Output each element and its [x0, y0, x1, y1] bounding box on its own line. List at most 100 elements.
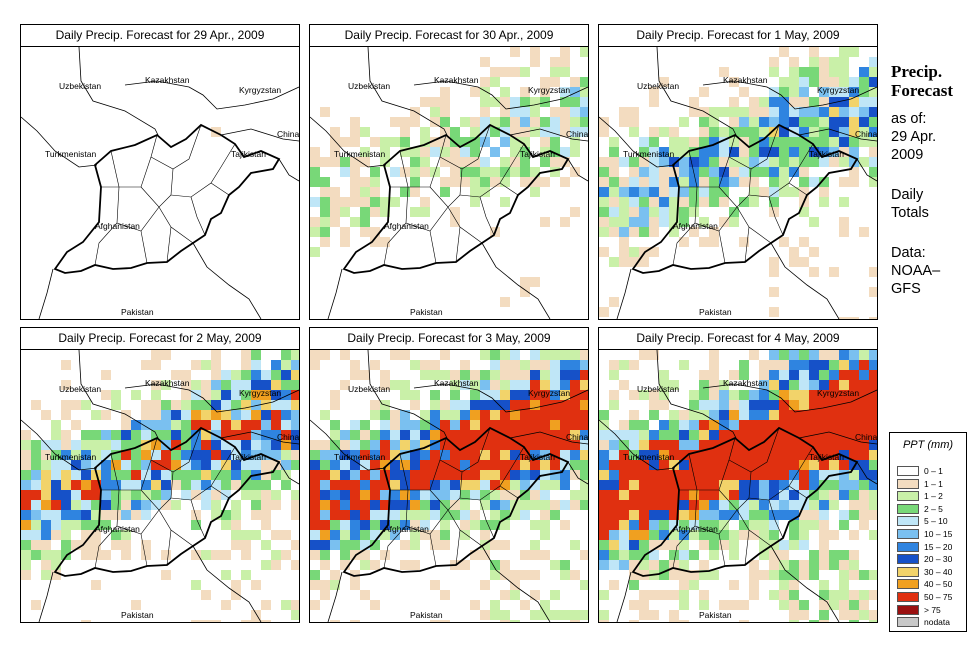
precip-cell	[320, 480, 330, 490]
precip-cell	[360, 440, 370, 450]
precip-cell	[490, 520, 500, 530]
precip-cell	[649, 470, 659, 480]
precip-cell	[609, 540, 619, 550]
precip-cell	[400, 117, 410, 127]
precip-cell	[619, 510, 629, 520]
precip-cell	[739, 127, 749, 137]
precip-cell	[141, 400, 151, 410]
precip-cell	[111, 440, 121, 450]
precip-cell	[869, 590, 877, 600]
precip-cell	[41, 560, 51, 570]
precip-cell	[540, 440, 550, 450]
precip-cell	[869, 430, 877, 440]
precip-cell	[779, 430, 789, 440]
precip-cell	[669, 157, 679, 167]
precip-cell	[340, 207, 350, 217]
precip-cell	[669, 137, 679, 147]
precip-cell	[789, 410, 799, 420]
country-border	[616, 268, 632, 319]
precip-cell	[221, 420, 231, 430]
precip-cell	[450, 370, 460, 380]
precip-cell	[460, 167, 470, 177]
precip-cell	[71, 490, 81, 500]
precip-cell	[719, 600, 729, 610]
precip-cell	[530, 167, 540, 177]
precip-cell	[430, 400, 440, 410]
precip-cell	[350, 620, 360, 622]
precip-cell	[809, 570, 819, 580]
precip-cell	[599, 167, 609, 177]
precip-cell	[390, 350, 400, 360]
precip-cell	[679, 157, 689, 167]
precip-cell	[749, 510, 759, 520]
precip-cell	[271, 440, 281, 450]
precip-cell	[869, 127, 877, 137]
precip-cell	[510, 470, 520, 480]
precip-cell	[669, 560, 679, 570]
precip-cell	[111, 390, 121, 400]
precip-cell	[749, 167, 759, 177]
precip-cell	[310, 360, 320, 370]
precip-cell	[779, 500, 789, 510]
precip-cell	[580, 420, 588, 430]
precip-cell	[779, 187, 789, 197]
precip-cell	[41, 570, 51, 580]
precip-cell	[619, 470, 629, 480]
precip-cell	[839, 107, 849, 117]
precip-cell	[550, 370, 560, 380]
province-boundary	[768, 499, 784, 539]
precip-cell	[480, 167, 490, 177]
precip-cell	[749, 470, 759, 480]
country-label-china: China	[855, 432, 877, 442]
panel-title: Daily Precip. Forecast for 30 Apr., 2009	[310, 25, 588, 47]
precip-cell	[231, 390, 241, 400]
precip-cell	[520, 400, 530, 410]
precip-cell	[181, 420, 191, 430]
precip-cell	[21, 480, 31, 490]
precip-cell	[530, 277, 540, 287]
precip-cell	[450, 510, 460, 520]
precip-cell	[410, 500, 420, 510]
precip-cell	[51, 510, 61, 520]
precip-cell	[291, 600, 299, 610]
precip-cell	[350, 137, 360, 147]
precip-cell	[410, 177, 420, 187]
precip-cell	[360, 420, 370, 430]
precip-cell	[619, 107, 629, 117]
precip-cell	[739, 490, 749, 500]
precip-cell	[380, 147, 390, 157]
precip-cell	[829, 420, 839, 430]
precip-cell	[151, 490, 161, 500]
precip-cell	[769, 430, 779, 440]
precip-cell	[530, 440, 540, 450]
precip-cell	[251, 620, 261, 622]
precip-cell	[599, 460, 609, 470]
precip-cell	[191, 470, 201, 480]
precip-cell	[599, 157, 609, 167]
precip-cell	[560, 217, 570, 227]
precip-cell	[251, 480, 261, 490]
precip-cell	[849, 430, 859, 440]
province-boundary	[158, 194, 194, 244]
precip-cell	[420, 127, 430, 137]
country-label-uzbekistan: Uzbekistan	[348, 81, 390, 91]
precip-cell	[530, 430, 540, 440]
precip-cell	[709, 197, 719, 207]
precip-cell	[739, 450, 749, 460]
precip-cell	[41, 510, 51, 520]
precip-cell	[440, 147, 450, 157]
precip-cell	[769, 67, 779, 77]
precip-cell	[759, 187, 769, 197]
precip-cell	[191, 520, 201, 530]
precip-cell	[819, 147, 829, 157]
country-border	[192, 545, 262, 622]
precip-cell	[340, 237, 350, 247]
precip-cell	[121, 430, 131, 440]
precip-cell	[849, 500, 859, 510]
precip-cell	[310, 570, 320, 580]
precip-cell	[599, 540, 609, 550]
precip-cell	[679, 410, 689, 420]
precip-cell	[729, 410, 739, 420]
data-line-1: Data:	[891, 245, 926, 261]
precip-cell	[310, 247, 320, 257]
